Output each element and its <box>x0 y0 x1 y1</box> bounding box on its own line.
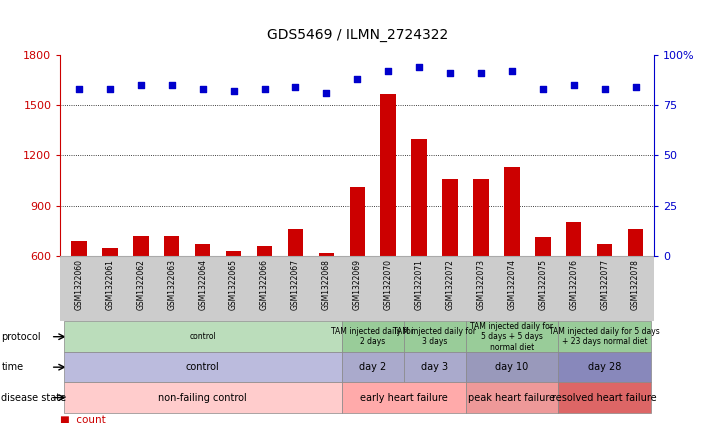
Point <box>166 82 178 88</box>
Text: resolved heart failure: resolved heart failure <box>552 393 657 403</box>
Text: early heart failure: early heart failure <box>360 393 447 403</box>
Point <box>568 82 579 88</box>
Bar <box>102 247 117 256</box>
Point <box>506 68 518 74</box>
Bar <box>195 244 210 256</box>
Text: protocol: protocol <box>1 332 41 342</box>
Bar <box>474 179 488 256</box>
Text: ■  count: ■ count <box>60 415 106 423</box>
Bar <box>504 167 520 256</box>
Point <box>135 82 146 88</box>
Text: time: time <box>1 362 23 372</box>
Point <box>444 70 456 77</box>
Text: GDS5469 / ILMN_2724322: GDS5469 / ILMN_2724322 <box>267 28 448 42</box>
Text: disease state: disease state <box>1 393 67 403</box>
Point <box>537 86 548 93</box>
Bar <box>164 236 179 256</box>
Text: non-failing control: non-failing control <box>159 393 247 403</box>
Point <box>321 90 332 96</box>
Bar <box>442 179 458 256</box>
Point <box>475 70 486 77</box>
Bar <box>412 139 427 256</box>
Text: control: control <box>186 362 220 372</box>
Text: day 2: day 2 <box>359 362 386 372</box>
Bar <box>535 237 550 256</box>
Point <box>599 86 610 93</box>
Bar <box>133 236 149 256</box>
Bar <box>257 246 272 256</box>
Bar <box>319 253 334 256</box>
Point <box>630 84 641 91</box>
Text: TAM injected daily for
5 days + 5 days
normal diet: TAM injected daily for 5 days + 5 days n… <box>471 322 553 352</box>
Bar <box>288 229 303 256</box>
Bar <box>226 251 241 256</box>
Point <box>290 84 301 91</box>
Point <box>413 64 424 71</box>
Bar <box>628 229 643 256</box>
Bar <box>566 222 582 256</box>
Text: day 10: day 10 <box>496 362 528 372</box>
Text: TAM injected daily for
2 days: TAM injected daily for 2 days <box>331 327 415 346</box>
Text: control: control <box>189 332 216 341</box>
Bar <box>597 244 612 256</box>
Bar <box>380 93 396 256</box>
Text: day 28: day 28 <box>588 362 621 372</box>
Point <box>73 86 85 93</box>
Point <box>105 86 116 93</box>
Bar <box>350 187 365 256</box>
Point <box>259 86 270 93</box>
Point <box>383 68 394 74</box>
Text: peak heart failure: peak heart failure <box>469 393 555 403</box>
Point <box>351 76 363 82</box>
Point <box>228 88 240 95</box>
Text: TAM injected daily for 5 days
+ 23 days normal diet: TAM injected daily for 5 days + 23 days … <box>550 327 660 346</box>
Text: day 3: day 3 <box>421 362 448 372</box>
Point <box>197 86 208 93</box>
Text: TAM injected daily for
3 days: TAM injected daily for 3 days <box>393 327 476 346</box>
Bar <box>71 241 87 256</box>
